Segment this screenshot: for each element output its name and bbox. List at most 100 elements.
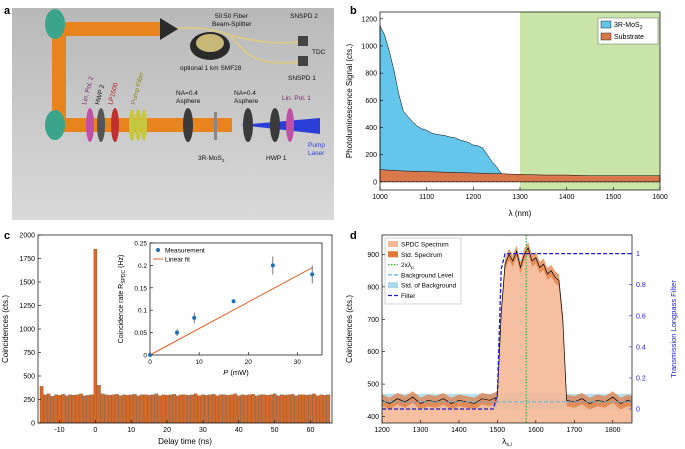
lin-pol1-label: Lin. Pol. 1	[282, 95, 311, 102]
coincidence-bar	[272, 393, 277, 424]
fiber-splitter-label: 50:50 Fiber	[215, 13, 249, 20]
coincidence-chart-panel: c -10 0 10 20 30 40 50 60 0 250 500 750 1000 1250 1500…	[0, 225, 340, 449]
fiber-splitter-label-2: Beam-Splitter	[212, 21, 252, 28]
d-y-tick-label: 900	[367, 252, 379, 259]
coincidence-bar	[57, 395, 62, 424]
coincidence-bar	[165, 395, 169, 424]
c-x-tick-label: 40	[235, 427, 243, 434]
coincidence-bar	[161, 394, 166, 424]
coincidence-bar	[104, 394, 108, 424]
pump-label: Pump	[308, 142, 325, 149]
coincidence-bar	[93, 249, 98, 424]
coincidence-bar	[107, 395, 112, 424]
coincidence-bar	[194, 393, 198, 424]
d-y-tick-label: 700	[367, 317, 379, 324]
inset-x-tick-label: 10	[196, 359, 204, 366]
inset-y-tick-label: 0.25	[134, 241, 147, 248]
setup-panel: 50:50 Fiber Beam-Splitter SNSPD 2 TDC SN…	[0, 0, 340, 225]
spdc-spectrum-area	[382, 247, 632, 423]
optional-fiber-label: optional 1 km SMF28	[180, 65, 242, 72]
d-x-tick-label: 1500	[490, 427, 506, 434]
d-y-tick-label: 400	[367, 414, 379, 421]
coincidence-bar	[305, 395, 309, 424]
d-y2-tick-label: 0.6	[636, 313, 646, 320]
c-x-tick-label: 30	[199, 427, 207, 434]
b-y-tick-label: 800	[365, 71, 377, 78]
c-x-tick-label: -10	[54, 427, 64, 434]
c-x-tick-label: 10	[127, 427, 135, 434]
d-y2-tick-label: 0.4	[636, 344, 646, 351]
beam-top	[52, 22, 162, 36]
coincidence-bar	[301, 394, 306, 424]
d-y-tick-label: 600	[367, 349, 379, 356]
coincidence-bar	[204, 395, 209, 424]
asphere-right-label: Asphere	[234, 98, 259, 105]
fiber-coupler	[160, 18, 178, 40]
coincidence-bar	[258, 394, 263, 424]
d-y2-tick-label: 0	[636, 407, 640, 414]
spdc-spectrum-panel: d 1200 1300 1400 1500 1600 1700 1800 400 500 600 7…	[340, 225, 685, 449]
coincidence-bar	[115, 394, 119, 424]
d-y-tick-label: 800	[367, 284, 379, 291]
coincidence-bar	[68, 394, 72, 424]
asphere-left-icon	[183, 108, 193, 142]
c-y-tick-label: 1000	[19, 327, 35, 334]
coincidence-bar	[269, 394, 273, 424]
coincidence-bar	[215, 395, 219, 424]
coincidence-bar	[298, 394, 302, 424]
coincidence-bar	[122, 394, 126, 424]
coincidence-bar	[240, 394, 245, 424]
spdc-spectrum-line	[381, 247, 633, 404]
d-plot-frame	[381, 234, 633, 424]
inset-x-axis-label: P (mW)	[223, 368, 249, 377]
c-y-axis-label: Coincidences (cts.)	[1, 295, 10, 363]
c-x-tick-label: 0	[93, 427, 97, 434]
panel-letter-d: d	[350, 230, 357, 242]
d-x-tick-label: 1300	[413, 427, 429, 434]
inset-y-tick-label: 0.1	[138, 308, 147, 315]
sample-icon	[214, 112, 217, 140]
inset-y-tick-label: 0.2	[138, 263, 147, 270]
coincidence-bar	[294, 395, 298, 424]
coincidence-bar	[244, 395, 248, 424]
coincidence-bar	[290, 394, 295, 424]
d-legend-swatch	[388, 282, 398, 289]
c-y-tick-label: 500	[23, 374, 35, 381]
d-legend-label: Std. Spectrum	[401, 252, 442, 259]
inset-y-tick-label: 0.15	[134, 285, 147, 292]
coincidence-bar	[129, 394, 133, 424]
inset-x-tick-label: 20	[245, 359, 253, 366]
coincidence-chart: c -10 0 10 20 30 40 50 600250500750100012501500…	[1, 230, 333, 446]
snspd2-icon	[298, 36, 308, 46]
inset-legend-marker	[156, 248, 160, 252]
b-y-tick-label: 400	[365, 125, 377, 132]
inset-data-point	[175, 330, 180, 335]
d-legend-label: Std. of Background	[401, 283, 457, 290]
coincidence-bar	[43, 394, 47, 424]
hwp-2-icon	[97, 108, 105, 142]
hwp-1-icon	[270, 108, 280, 142]
d-legend-label: SPDC Spectrum	[401, 242, 449, 249]
coincidence-bar	[197, 395, 202, 424]
laser-label: Laser	[308, 150, 325, 157]
coincidence-bar	[262, 394, 266, 424]
d-x-tick-label: 1400	[451, 427, 467, 434]
d-y2-tick-label: 0.2	[636, 375, 646, 382]
coincidence-bar	[50, 396, 55, 424]
beam-vertical	[52, 22, 66, 132]
coincidence-bar	[97, 385, 101, 424]
inset-y-tick-label: 0	[143, 353, 147, 360]
b-x-tick-label: 1000	[372, 194, 388, 201]
d-y2-axis-label: Transmission Longpass Filter	[669, 280, 678, 378]
d-x-tick-label: 1200	[374, 427, 390, 434]
b-x-tick-label: 1600	[652, 194, 668, 201]
inset-x-tick-label: 0	[148, 359, 152, 366]
d-x-axis-label: λs,i	[502, 437, 512, 448]
snspd1-label: SNSPD 1	[288, 75, 316, 82]
coincidence-bar	[326, 394, 331, 424]
coincidence-bar	[226, 395, 230, 424]
snspd2-label: SNSPD 2	[290, 13, 318, 20]
b-x-tick-label: 1300	[512, 194, 528, 201]
b-y-tick-label: 600	[365, 98, 377, 105]
coincidence-bar	[211, 394, 216, 424]
